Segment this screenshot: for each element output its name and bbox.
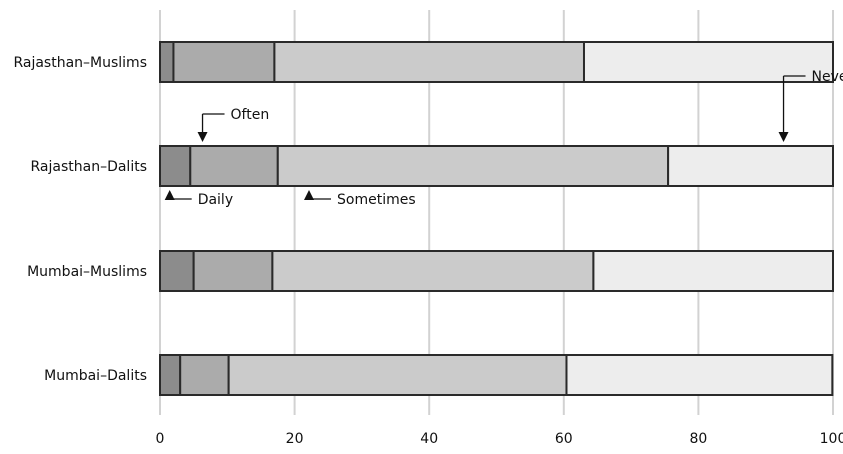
bar-segment-rajasthan-dalits-sometimes bbox=[276, 145, 670, 187]
callout-arrowhead-often bbox=[197, 132, 208, 142]
callout-never: Never bbox=[778, 69, 843, 142]
x-tick-label-0: 0 bbox=[156, 431, 165, 447]
bar-segment-rajasthan-muslims-sometimes bbox=[273, 41, 585, 83]
category-label-mumbai-muslims: Mumbai–Muslims bbox=[27, 264, 147, 280]
bar-segment-rajasthan-dalits-daily bbox=[159, 145, 192, 187]
bar-segment-mumbai-dalits-never bbox=[565, 354, 834, 396]
x-tick-label-60: 60 bbox=[555, 431, 573, 447]
category-label-mumbai-dalits: Mumbai–Dalits bbox=[44, 368, 147, 384]
callout-sometimes: Sometimes bbox=[304, 190, 416, 208]
callout-label-never: Never bbox=[812, 69, 843, 85]
bar-segment-rajasthan-muslims-never bbox=[582, 41, 834, 83]
x-tick-label-80: 80 bbox=[689, 431, 707, 447]
category-label-rajasthan-dalits: Rajasthan–Dalits bbox=[31, 159, 148, 175]
labels-layer: 0 20 40 60 80 100 Rajasthan–Muslims Rajasthan–D… bbox=[13, 55, 843, 447]
callout-label-sometimes: Sometimes bbox=[337, 192, 416, 208]
bar-segment-mumbai-muslims-never bbox=[592, 250, 834, 292]
callout-label-often: Often bbox=[231, 107, 270, 123]
bar-segment-rajasthan-muslims-daily bbox=[159, 41, 175, 83]
callout-arrowhead-never bbox=[778, 132, 789, 142]
callout-daily: Daily bbox=[164, 190, 233, 208]
category-label-rajasthan-muslims: Rajasthan–Muslims bbox=[13, 55, 147, 71]
x-tick-label-100: 100 bbox=[820, 431, 843, 447]
bar-segment-rajasthan-muslims-often bbox=[172, 41, 276, 83]
bar-segment-rajasthan-dalits-never bbox=[667, 145, 834, 187]
bar-segment-mumbai-muslims-often bbox=[192, 250, 274, 292]
callout-label-daily: Daily bbox=[198, 192, 233, 208]
callout-often: Often bbox=[197, 107, 270, 142]
bar-segment-mumbai-dalits-sometimes bbox=[227, 354, 568, 396]
callout-arrowhead-daily bbox=[164, 190, 175, 200]
callout-arrowhead-sometimes bbox=[304, 190, 315, 200]
x-tick-label-40: 40 bbox=[420, 431, 438, 447]
bars-layer bbox=[159, 41, 834, 396]
callouts-layer: Daily Often Sometimes Never bbox=[164, 69, 843, 208]
bar-segment-mumbai-muslims-sometimes bbox=[271, 250, 595, 292]
bar-segment-mumbai-muslims-daily bbox=[159, 250, 195, 292]
bar-segment-rajasthan-dalits-often bbox=[189, 145, 279, 187]
bar-segment-mumbai-dalits-often bbox=[179, 354, 230, 396]
x-tick-label-20: 20 bbox=[286, 431, 304, 447]
bar-segment-mumbai-dalits-daily bbox=[159, 354, 182, 396]
